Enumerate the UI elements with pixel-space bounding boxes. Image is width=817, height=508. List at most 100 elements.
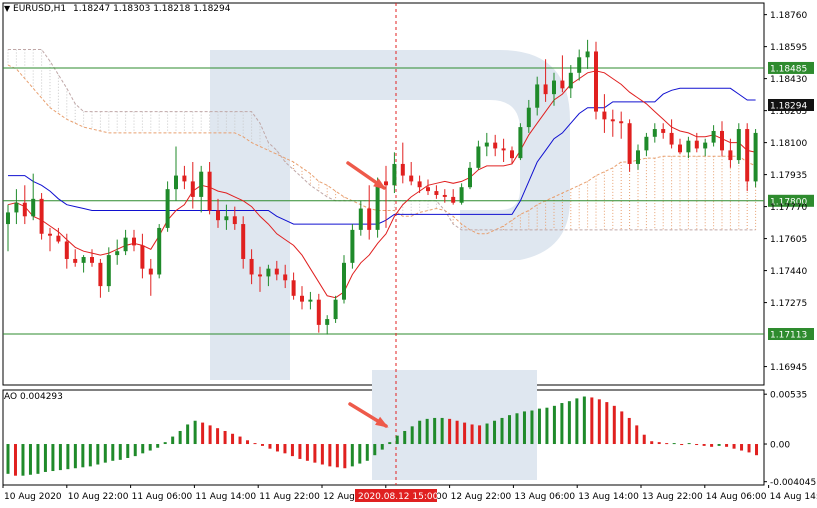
ao-tick-label: -0.004045 <box>770 478 816 488</box>
candle-body <box>266 268 271 277</box>
ao-bar <box>290 444 294 457</box>
candle-body <box>627 123 632 164</box>
candle-body <box>39 198 44 234</box>
y-tick-label: 1.17605 <box>770 235 807 245</box>
ao-bar <box>560 403 564 445</box>
ao-bar <box>335 444 339 468</box>
ao-bar <box>43 444 47 472</box>
ao-bar <box>590 397 594 445</box>
ao-bar <box>403 430 407 445</box>
chart-title: ▼ EURUSD,H1 1.18247 1.18303 1.18218 1.18… <box>4 4 230 14</box>
ao-bar <box>208 425 212 445</box>
cursor-time-label: 2020.08.12 15:00 <box>358 492 439 502</box>
ao-bar <box>537 408 541 445</box>
ao-bar <box>133 444 137 457</box>
ao-bar <box>96 444 100 465</box>
ao-bar <box>657 442 661 445</box>
ao-bar <box>440 417 444 445</box>
candle-body <box>484 142 489 147</box>
level-price-label: 1.17800 <box>770 197 807 207</box>
ao-bar <box>66 444 70 470</box>
y-tick-label: 1.18430 <box>770 75 807 85</box>
candle-body <box>199 171 204 197</box>
current-price-tag <box>768 98 814 111</box>
ao-bar <box>478 425 482 445</box>
ao-bar <box>545 407 549 445</box>
candle-body <box>560 80 565 89</box>
ao-bar <box>171 436 175 445</box>
ao-bar <box>283 444 287 454</box>
candle-body <box>174 175 178 190</box>
ao-bar <box>515 413 519 445</box>
candle-body <box>728 150 733 161</box>
ao-bar <box>463 422 467 445</box>
candle-body <box>644 136 649 151</box>
triangle-down-icon[interactable]: ▼ <box>4 4 11 13</box>
candle-body <box>753 132 758 182</box>
ao-bar <box>485 423 489 445</box>
y-tick-label: 1.18265 <box>770 107 807 117</box>
candle-body <box>543 84 548 95</box>
ao-bar <box>178 430 182 445</box>
ao-bar <box>695 444 699 446</box>
candle-body <box>48 233 52 236</box>
x-tick-label: 13 Aug 22:00 <box>642 492 703 502</box>
candle-body <box>610 119 615 122</box>
candle-body <box>224 216 229 221</box>
candle-body <box>678 144 682 153</box>
ao-bar <box>163 442 167 445</box>
candle-body <box>636 150 640 164</box>
candle-body <box>258 274 262 277</box>
level-price-tag <box>768 61 814 74</box>
candle-body <box>434 191 439 195</box>
ao-label: AO 0.004293 <box>4 392 63 402</box>
ao-bar <box>493 420 497 445</box>
ao-bar <box>103 444 107 463</box>
ao-bar <box>268 444 272 449</box>
ao-bar <box>6 444 10 474</box>
candle-body <box>291 280 296 296</box>
senkou-span-b-line <box>8 49 756 231</box>
y-tick-label: 1.16945 <box>770 363 807 373</box>
ao-bar <box>635 425 639 445</box>
ao-bar <box>380 444 384 450</box>
ao-bar <box>148 444 152 451</box>
candle-body <box>552 80 556 95</box>
watermark-logo-bowl <box>290 50 570 260</box>
ao-bar <box>36 444 40 474</box>
ao-bar <box>156 444 160 448</box>
ao-bar <box>575 398 579 445</box>
candle-body <box>426 187 430 192</box>
candle-body <box>585 51 590 58</box>
candle-body <box>535 84 540 108</box>
ao-bar <box>186 424 190 445</box>
ao-bar <box>732 444 736 449</box>
ao-bar <box>530 410 534 445</box>
x-tick-label: 12 Aug 06:00 <box>323 492 384 502</box>
ao-bar <box>365 444 369 461</box>
ao-bar <box>552 405 556 445</box>
candle-body <box>216 210 220 221</box>
candle-body <box>694 140 699 149</box>
ao-bar <box>425 418 429 445</box>
ao-bar <box>620 411 624 445</box>
ao-bar <box>597 399 601 445</box>
candle-body <box>64 241 69 259</box>
x-tick-label: 11 Aug 06:00 <box>132 492 193 502</box>
ao-bar <box>260 444 264 446</box>
candle-body <box>140 245 145 269</box>
ao-bar <box>88 444 92 467</box>
y-tick-label: 1.18100 <box>770 139 807 149</box>
ao-bar <box>642 434 646 445</box>
ao-bar <box>141 444 145 454</box>
y-tick-label: 1.17770 <box>770 203 807 213</box>
x-tick-label: 13 Aug 06:00 <box>514 492 575 502</box>
ao-bar <box>201 422 205 445</box>
ao-bar <box>680 444 684 446</box>
ao-bar <box>58 444 62 471</box>
x-tick-label: 12 Aug 22:00 <box>451 492 512 502</box>
ao-bar <box>320 444 324 465</box>
candle-body <box>106 255 111 287</box>
candle-body <box>325 319 330 325</box>
